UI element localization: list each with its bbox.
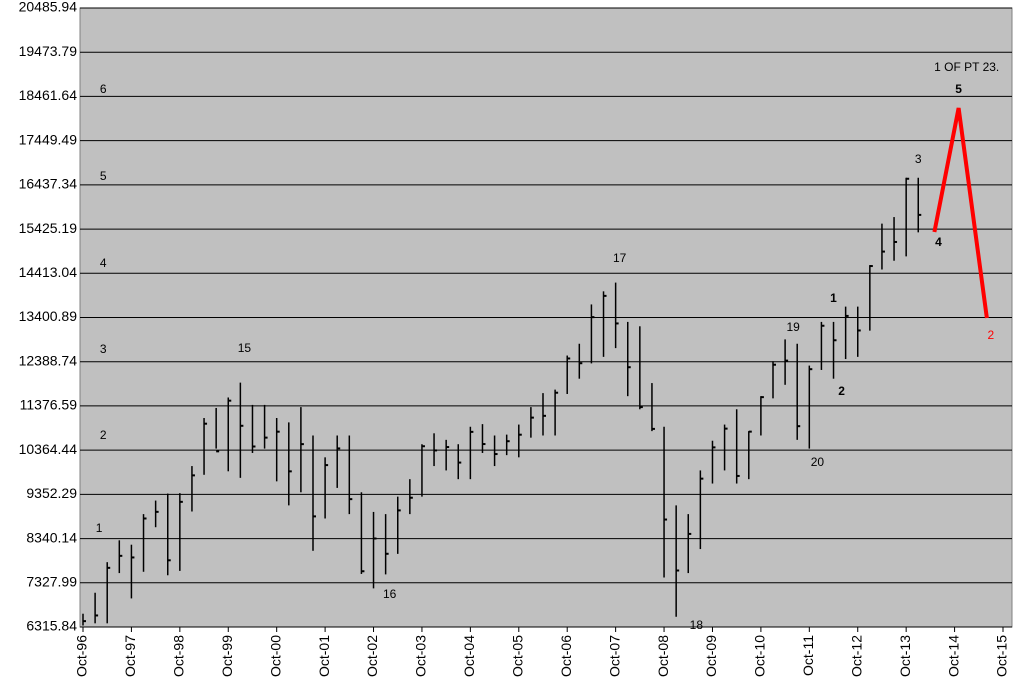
annotation: 18 — [690, 618, 704, 632]
y-tick-label: 10364.44 — [19, 441, 78, 457]
x-tick-label: Oct-08 — [655, 635, 671, 677]
annotation: 2 — [838, 384, 845, 398]
x-tick-label: Oct-11 — [800, 635, 816, 676]
y-tick-label: 17449.49 — [19, 131, 78, 147]
x-tick-label: Oct-01 — [316, 635, 332, 677]
annotation: 15 — [238, 341, 252, 355]
annotation: 17 — [613, 251, 627, 265]
annotation: 1 — [96, 521, 103, 535]
x-tick-label: Oct-97 — [122, 635, 138, 677]
annotation: 3 — [915, 152, 922, 166]
x-tick-label: Oct-14 — [945, 635, 961, 677]
y-tick-label: 15425.19 — [19, 220, 78, 236]
y-tick-label: 18461.64 — [19, 87, 78, 103]
annotation: 6 — [100, 82, 107, 96]
x-tick-label: Oct-12 — [848, 635, 864, 677]
y-tick-label: 19473.79 — [19, 43, 78, 59]
x-tick-label: Oct-02 — [364, 635, 380, 677]
x-tick-label: Oct-06 — [558, 635, 574, 677]
annotation: 2 — [100, 428, 107, 442]
annotation: 1 OF PT 23. — [934, 60, 999, 74]
y-tick-label: 7327.99 — [26, 573, 77, 589]
annotation: 20 — [811, 455, 825, 469]
x-tick-label: Oct-03 — [413, 635, 429, 677]
x-tick-label: Oct-99 — [219, 635, 235, 677]
y-tick-label: 13400.89 — [19, 308, 78, 324]
y-tick-label: 20485.94 — [19, 0, 78, 15]
x-tick-label: Oct-96 — [74, 635, 90, 677]
x-tick-label: Oct-07 — [606, 635, 622, 677]
x-tick-label: Oct-10 — [752, 635, 768, 677]
y-tick-label: 6315.84 — [26, 618, 77, 634]
y-tick-label: 11376.59 — [20, 397, 78, 413]
annotation: 16 — [383, 587, 397, 601]
y-tick-label: 12388.74 — [19, 352, 78, 368]
annotation: 5 — [955, 82, 962, 96]
y-tick-label: 14413.04 — [19, 264, 78, 280]
x-tick-label: Oct-05 — [509, 635, 525, 677]
x-tick-label: Oct-98 — [171, 635, 187, 677]
x-tick-label: Oct-00 — [267, 635, 283, 677]
x-tick-label: Oct-04 — [461, 635, 477, 677]
x-tick-label: Oct-13 — [897, 635, 913, 677]
annotation: 19 — [786, 320, 800, 334]
x-tick-label: Oct-15 — [994, 635, 1010, 677]
y-tick-label: 9352.29 — [26, 485, 77, 501]
projection-line — [932, 107, 989, 319]
y-tick-label: 16437.34 — [19, 176, 78, 192]
annotation: 1 — [830, 291, 837, 305]
x-tick-label: Oct-09 — [703, 635, 719, 677]
annotation: 2 — [988, 328, 995, 342]
annotation: 5 — [100, 169, 107, 183]
y-tick-label: 8340.14 — [26, 529, 77, 545]
annotation: 4 — [100, 256, 107, 270]
annotation: 4 — [935, 235, 942, 249]
annotation: 3 — [100, 342, 107, 356]
